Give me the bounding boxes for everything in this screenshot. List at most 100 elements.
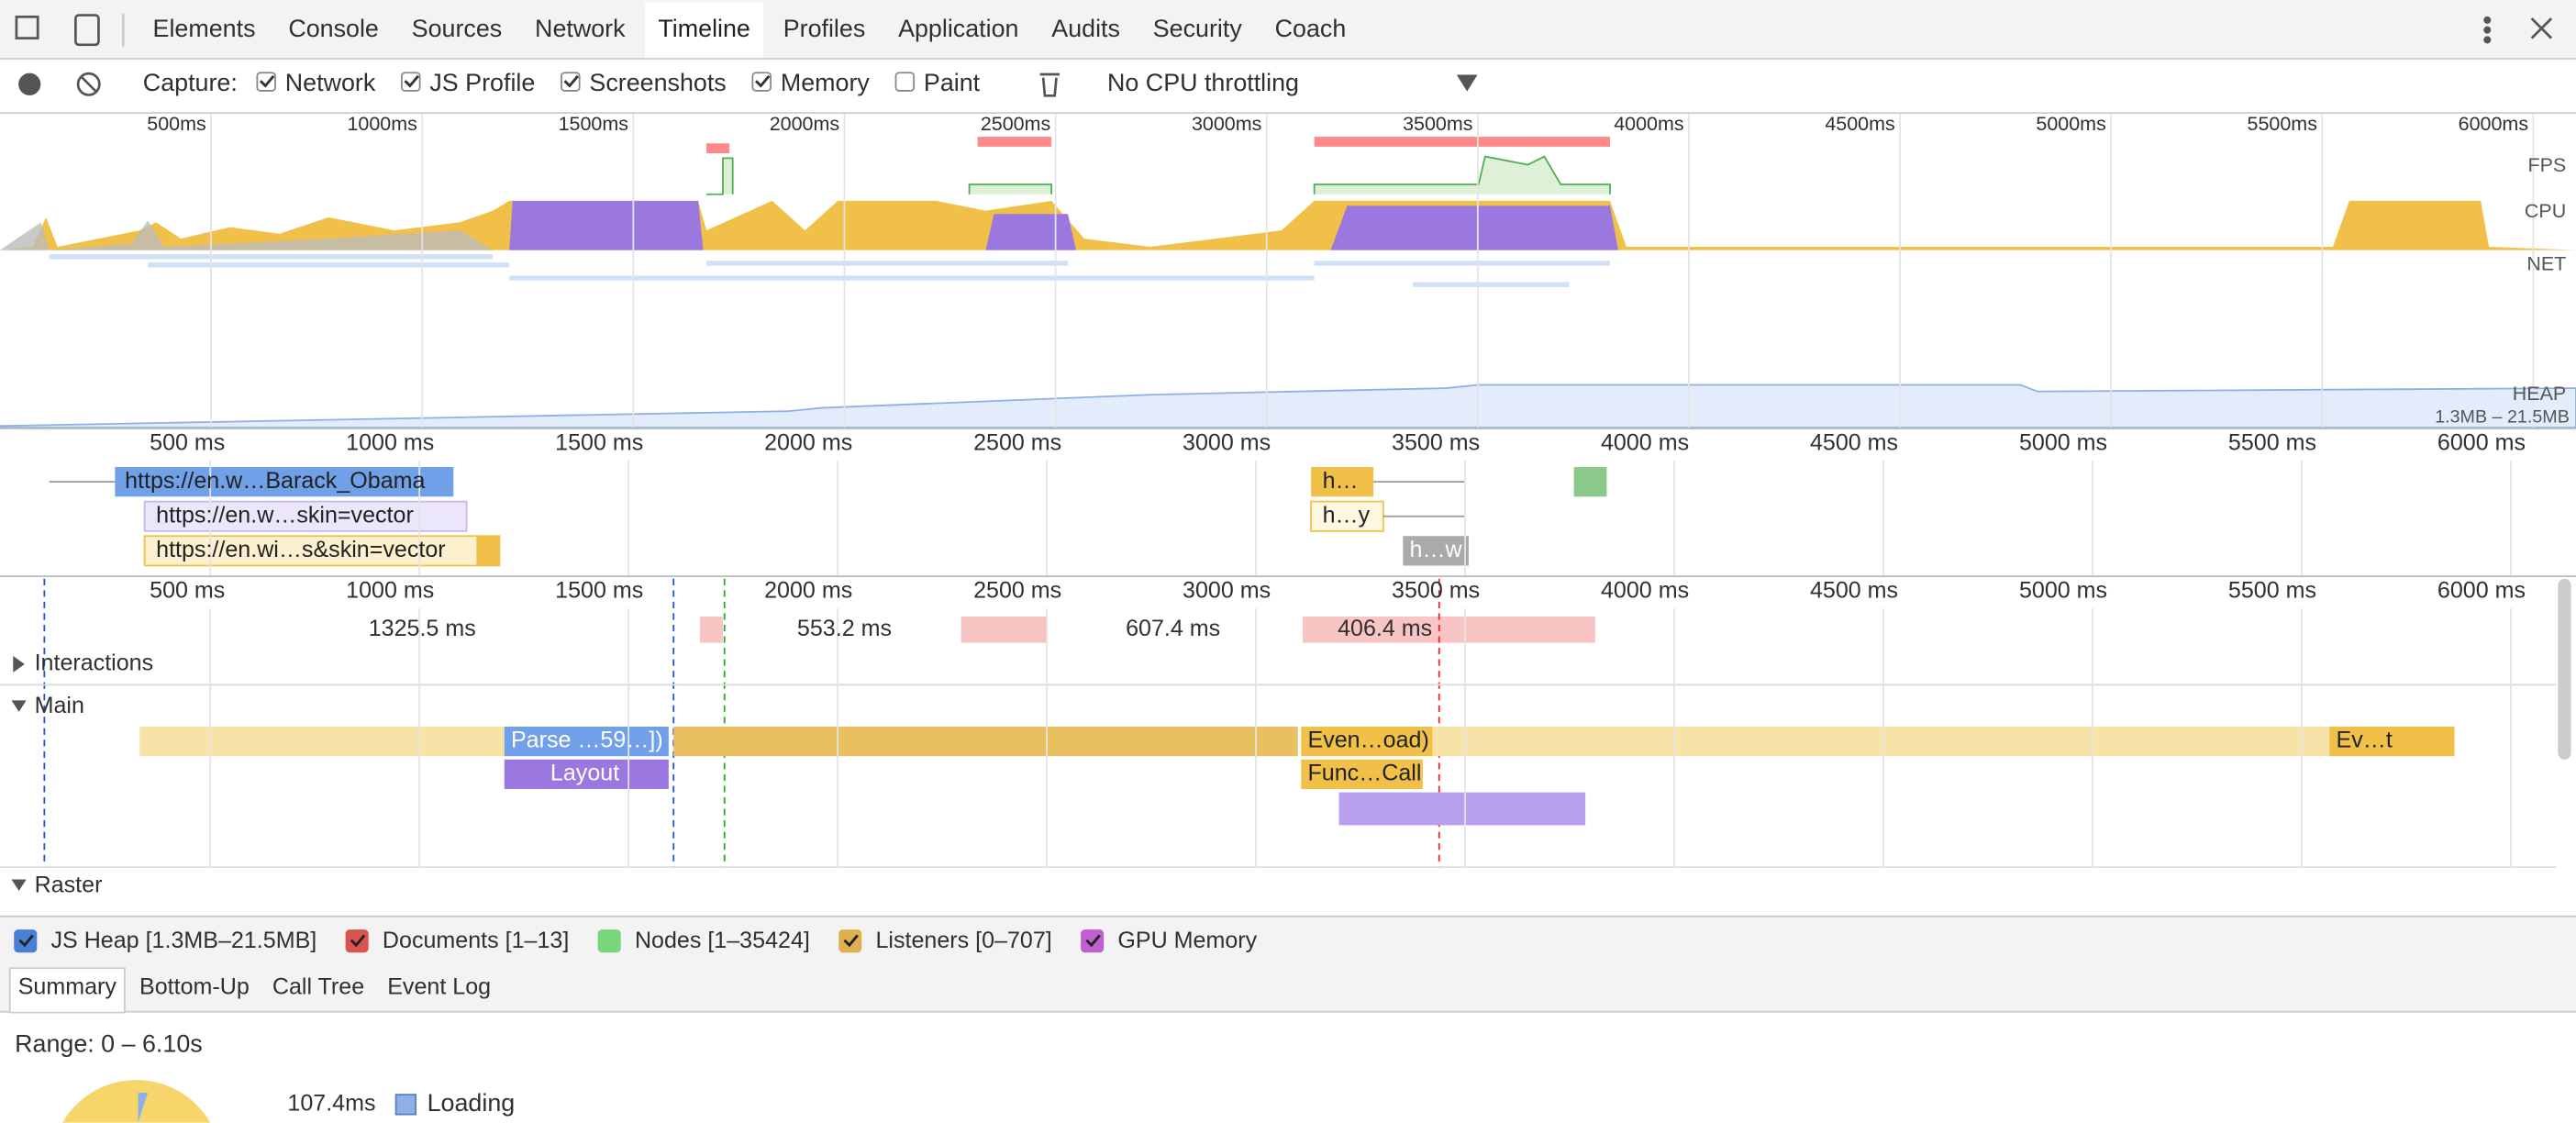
counter-label[interactable]: JS Heap [1.3MB–21.5MB] [51, 928, 317, 953]
capture-option[interactable]: JS Profile [429, 69, 535, 96]
inspect-icon[interactable] [15, 16, 39, 39]
expand-arrow[interactable] [13, 655, 25, 673]
device-icon[interactable] [74, 14, 100, 47]
ruler-tick: 1000 ms [346, 578, 434, 604]
ruler-tick: 6000 ms [2437, 430, 2526, 456]
net-bars [49, 254, 1610, 287]
frame-duration: 553.2 ms [797, 616, 892, 641]
network-request[interactable]: https://en.wi…s&skin=vector [156, 537, 446, 562]
capture-option[interactable]: Network [285, 69, 376, 96]
network-request[interactable]: https://en.w…skin=vector [156, 502, 414, 528]
counter-label[interactable]: Listeners [0–707] [875, 928, 1051, 953]
checkbox[interactable] [256, 72, 276, 92]
toolbar-icons [15, 13, 2553, 97]
counter-label[interactable]: Documents [1–13] [383, 928, 569, 953]
tab[interactable]: Timeline [658, 15, 750, 42]
detail-tab[interactable]: Call Tree [272, 973, 364, 999]
expand-arrow[interactable] [11, 879, 27, 892]
ruler-tick: 500 ms [150, 578, 225, 604]
tab[interactable]: Coach [1275, 15, 1347, 42]
track-label: CPU [2525, 200, 2566, 222]
ruler-tick: 2000 ms [764, 578, 852, 604]
flame-event[interactable]: Func…Call [1307, 761, 1421, 786]
detail-tabs-bg [0, 968, 2576, 1013]
tab[interactable]: Profiles [783, 15, 866, 42]
detail-tab[interactable]: Event Log [387, 973, 491, 999]
clear-button[interactable] [76, 72, 101, 96]
section-label[interactable]: Interactions [35, 650, 154, 676]
cpu-scripting [509, 200, 1618, 250]
ruler-tick: 4000 ms [1601, 578, 1689, 604]
network-request[interactable]: h… [1323, 468, 1359, 494]
checkbox[interactable] [894, 72, 916, 92]
flame-event[interactable]: Even…oad) [1307, 728, 1428, 753]
section-label[interactable]: Raster [35, 872, 103, 897]
cpu-other [0, 220, 494, 250]
tab[interactable]: Network [535, 15, 626, 42]
checkbox[interactable] [561, 72, 581, 92]
trash-icon[interactable] [1039, 72, 1060, 97]
ruler-tick: 3500 ms [1392, 430, 1480, 456]
ruler-tick: 1500 ms [555, 578, 643, 604]
ruler-tick: 3000 ms [1183, 430, 1271, 456]
capture-option[interactable]: Memory [781, 69, 871, 96]
ruler-tick: 2000 ms [764, 430, 852, 456]
counter-label[interactable]: GPU Memory [1117, 928, 1257, 953]
track-label: NET [2526, 252, 2566, 274]
summary-label: Loading [427, 1089, 516, 1117]
flame-event[interactable]: Ev…t [2337, 728, 2393, 753]
tab[interactable]: Audits [1051, 15, 1120, 42]
network-request[interactable]: https://en.w…Barack_Obama [125, 468, 425, 494]
scrollbar[interactable] [2558, 578, 2571, 760]
overview-tick: 4500ms [1825, 113, 1894, 135]
throttling-select[interactable]: No CPU throttling [1107, 69, 1299, 96]
network-request[interactable]: h…w [1410, 537, 1463, 562]
flame-event[interactable]: Parse …59…]) [511, 728, 663, 753]
tab[interactable]: Sources [412, 15, 503, 42]
counter-swatch [598, 930, 620, 952]
dropdown-arrow[interactable] [1456, 74, 1478, 92]
counter-checkbox[interactable] [14, 929, 38, 953]
ruler-tick: 1000 ms [346, 430, 434, 456]
checkmark [754, 74, 771, 88]
track-label: FPS [2527, 154, 2566, 176]
checkmark [563, 74, 579, 88]
heap-area [0, 384, 2576, 428]
track-label: HEAP [2513, 383, 2566, 405]
detail-tab[interactable]: Bottom-Up [139, 973, 250, 999]
fps-line [706, 155, 1611, 195]
capture-option[interactable]: Screenshots [589, 69, 726, 96]
ruler-tick: 6000 ms [2437, 578, 2526, 604]
overview-tick: 2000ms [770, 113, 839, 135]
checkbox[interactable] [401, 72, 421, 92]
detail-tab[interactable]: Summary [18, 973, 117, 999]
tab[interactable]: Elements [153, 15, 256, 42]
ruler-tick: 5500 ms [2228, 578, 2316, 604]
frame-duration: 607.4 ms [1126, 616, 1220, 641]
tab[interactable]: Console [288, 15, 379, 42]
tab[interactable]: Application [898, 15, 1018, 42]
counter-checkbox[interactable] [345, 929, 369, 953]
checkbox[interactable] [751, 72, 772, 92]
section-label[interactable]: Main [35, 693, 84, 718]
active-tab-bg [645, 2, 764, 59]
ruler-tick: 4500 ms [1810, 578, 1898, 604]
summary-swatch [394, 1094, 416, 1116]
ruler-tick: 2500 ms [973, 578, 1061, 604]
close-icon[interactable] [2530, 17, 2553, 39]
overview-tick: 1500ms [559, 113, 628, 135]
record-button[interactable] [18, 72, 41, 95]
counter-checkbox[interactable] [1081, 929, 1105, 953]
capture-option[interactable]: Paint [924, 69, 981, 96]
counter-checkbox[interactable] [838, 929, 862, 953]
network-request[interactable]: h…y [1323, 502, 1371, 528]
expand-arrow[interactable] [11, 700, 27, 712]
overview-tick: 5000ms [2036, 113, 2105, 135]
fps-red [706, 137, 1610, 153]
capture-label: Capture: [143, 69, 238, 96]
flame-event[interactable]: Layout [550, 761, 619, 786]
tab[interactable]: Security [1153, 15, 1243, 42]
overview-tick: 1000ms [347, 113, 416, 135]
counter-label[interactable]: Nodes [1–35424] [635, 928, 810, 953]
